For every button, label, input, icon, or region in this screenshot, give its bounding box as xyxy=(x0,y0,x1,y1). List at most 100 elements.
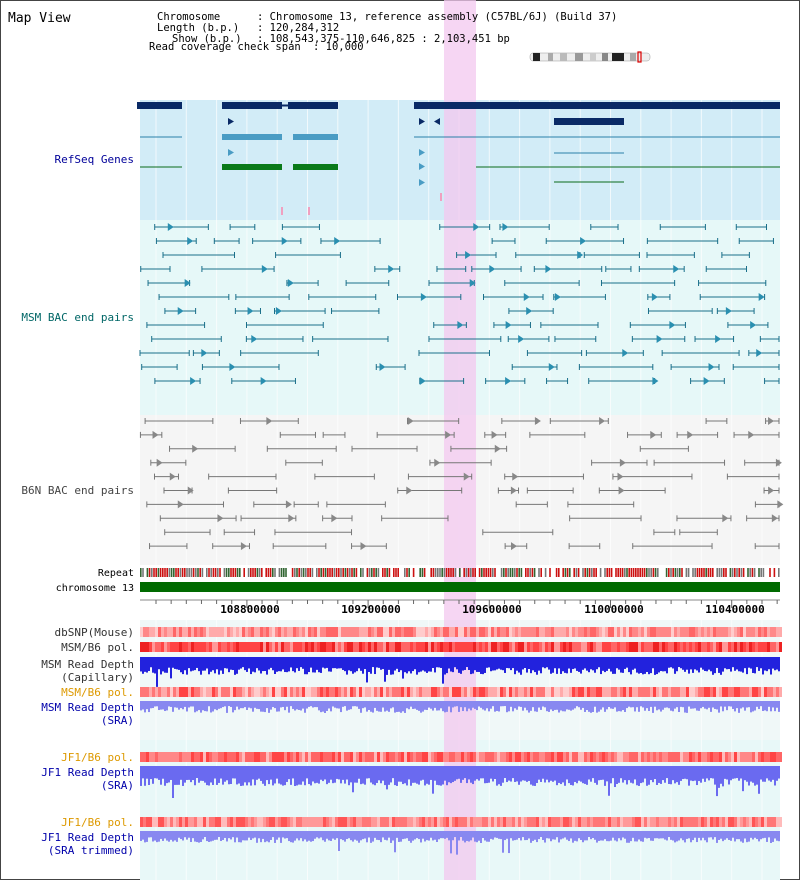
bac-end-arrow-icon xyxy=(518,335,525,343)
axis-tick-label: 109200000 xyxy=(341,603,401,616)
bac-end-arrow-icon xyxy=(445,430,452,439)
msm-read-depth-sra-track[interactable] xyxy=(140,701,780,713)
msm-bac-end-pairs-track[interactable] xyxy=(139,223,780,385)
bac-end-arrow-icon xyxy=(617,472,624,481)
track-labels: RefSeq Genes MSM BAC end pairs B6N BAC e… xyxy=(21,153,134,857)
bac-end-arrow-icon xyxy=(687,430,694,439)
bac-end-arrow-icon xyxy=(771,514,778,523)
dbsnp-label[interactable]: dbSNP(Mouse) xyxy=(55,626,134,639)
dbsnp-heat-track[interactable] xyxy=(140,627,782,637)
b6n-bac-end-pairs-label[interactable]: B6N BAC end pairs xyxy=(21,484,134,497)
transcript-arrow-icon xyxy=(419,163,425,170)
jf1-b6-pol-label[interactable]: JF1/B6 pol. xyxy=(61,751,134,764)
jf1-read-depth-trimmed-sublabel: (SRA trimmed) xyxy=(48,844,134,857)
transcript-feature[interactable] xyxy=(293,164,338,170)
jf1-read-depth-sra-label[interactable]: JF1 Read Depth xyxy=(41,766,134,779)
bac-end-arrow-icon xyxy=(192,444,199,453)
bac-end-arrow-icon xyxy=(548,363,555,371)
bac-end-arrow-icon xyxy=(725,307,732,315)
transcript-arrow-icon xyxy=(419,179,425,186)
bac-end-arrow-icon xyxy=(360,542,367,551)
bac-end-arrow-icon xyxy=(331,514,338,523)
msm-read-depth-capillary-sublabel: (Capillary) xyxy=(61,671,134,684)
bac-end-arrow-icon xyxy=(434,458,441,467)
bac-end-arrow-icon xyxy=(152,430,159,439)
selected-region-highlight[interactable] xyxy=(444,0,476,880)
transcript-feature[interactable] xyxy=(293,134,338,140)
msm-read-depth-sra-label[interactable]: MSM Read Depth xyxy=(41,701,134,714)
ideogram-position-marker xyxy=(637,51,642,63)
bac-end-arrow-icon xyxy=(618,486,625,495)
bac-end-arrow-icon xyxy=(554,293,561,301)
msm-b6-pol-capillary-heat-track[interactable] xyxy=(140,642,782,652)
transcript-feature[interactable] xyxy=(222,134,282,140)
bac-end-arrow-icon xyxy=(177,500,184,509)
jf1-b6-pol-2-heat-track[interactable] xyxy=(140,817,782,827)
bac-end-arrow-icon xyxy=(673,265,680,273)
gene-feature[interactable] xyxy=(414,102,780,109)
bac-end-arrow-icon xyxy=(656,335,663,343)
msm-read-depth-capillary-label[interactable]: MSM Read Depth xyxy=(41,658,134,671)
bac-end-arrow-icon xyxy=(388,265,395,273)
bac-end-arrow-icon xyxy=(545,265,552,273)
jf1-read-depth-trimmed-label[interactable]: JF1 Read Depth xyxy=(41,831,134,844)
chromosome-ideogram[interactable] xyxy=(529,51,651,63)
repeat-label: Repeat xyxy=(98,568,134,579)
refseq-genes-track[interactable] xyxy=(137,102,780,215)
bac-end-arrow-icon xyxy=(187,486,194,495)
bac-end-arrow-icon xyxy=(251,335,258,343)
bac-end-arrow-icon xyxy=(669,321,676,329)
bac-end-arrow-icon xyxy=(505,377,512,385)
length-label: Length (b.p.) xyxy=(157,22,239,34)
jf1-read-depth-sra-track[interactable] xyxy=(140,766,780,798)
msm-b6-pol-sra-heat-track[interactable] xyxy=(140,687,782,697)
bac-end-arrow-icon xyxy=(287,279,294,287)
bac-end-arrow-icon xyxy=(622,349,629,357)
jf1-b6-pol-heat-track[interactable] xyxy=(140,752,782,762)
bac-end-arrow-icon xyxy=(777,500,784,509)
transcript-arrow-icon xyxy=(228,149,234,156)
bac-end-arrow-icon xyxy=(169,472,176,481)
gene-arrow-icon xyxy=(419,118,425,125)
gene-feature[interactable] xyxy=(554,118,624,125)
chromosome-value: : Chromosome 13, reference assembly (C57… xyxy=(257,11,617,23)
bac-end-arrow-icon xyxy=(510,486,517,495)
bac-end-arrow-icon xyxy=(266,417,273,425)
jf1-read-depth-sra-sublabel: (SRA) xyxy=(101,779,134,792)
bac-end-arrow-icon xyxy=(177,307,184,315)
axis-tick-label: 108800000 xyxy=(220,603,280,616)
bac-end-arrow-icon xyxy=(580,237,587,245)
bac-end-arrow-icon xyxy=(281,237,288,245)
show-value: : 108,543,375-110,646,825 : 2,103,451 bp xyxy=(257,33,510,45)
msm-b6-pol-capillary-label[interactable]: MSM/B6 pol. xyxy=(61,641,134,654)
page-title: Map View xyxy=(8,11,71,26)
jf1-b6-pol-2-label[interactable]: JF1/B6 pol. xyxy=(61,816,134,829)
bac-end-arrow-icon xyxy=(190,377,197,385)
gene-feature[interactable] xyxy=(288,102,338,109)
gene-feature[interactable] xyxy=(137,102,182,109)
bac-end-arrow-icon xyxy=(260,377,267,385)
bac-end-arrow-icon xyxy=(526,307,533,315)
b6n-bac-end-pairs-track[interactable] xyxy=(139,417,784,551)
transcript-feature[interactable] xyxy=(222,164,282,170)
span-value: : 10,000 xyxy=(313,41,364,53)
gene-feature[interactable] xyxy=(222,102,282,109)
bac-end-arrow-icon xyxy=(334,237,341,245)
bac-end-arrow-icon xyxy=(217,514,224,523)
bac-end-arrow-icon xyxy=(599,417,606,425)
bac-end-arrow-icon xyxy=(534,417,541,425)
bac-end-arrow-icon xyxy=(756,349,763,357)
msm-bac-end-pairs-label[interactable]: MSM BAC end pairs xyxy=(21,311,134,324)
jf1-read-depth-trimmed-track[interactable] xyxy=(140,831,780,855)
repeat-track[interactable] xyxy=(140,568,780,577)
bac-end-arrow-icon xyxy=(406,486,413,495)
chromosome-bar[interactable] xyxy=(140,582,780,592)
msm-b6-pol-sra-label[interactable]: MSM/B6 pol. xyxy=(61,686,134,699)
bac-end-arrow-icon xyxy=(768,486,775,495)
refseq-genes-label[interactable]: RefSeq Genes xyxy=(55,153,134,166)
msm-read-depth-capillary-track[interactable] xyxy=(140,657,780,687)
bac-end-arrow-icon xyxy=(469,279,476,287)
span-label: Read coverage check span xyxy=(149,41,301,53)
bac-end-arrow-icon xyxy=(758,293,765,301)
bac-end-arrow-icon xyxy=(275,307,282,315)
